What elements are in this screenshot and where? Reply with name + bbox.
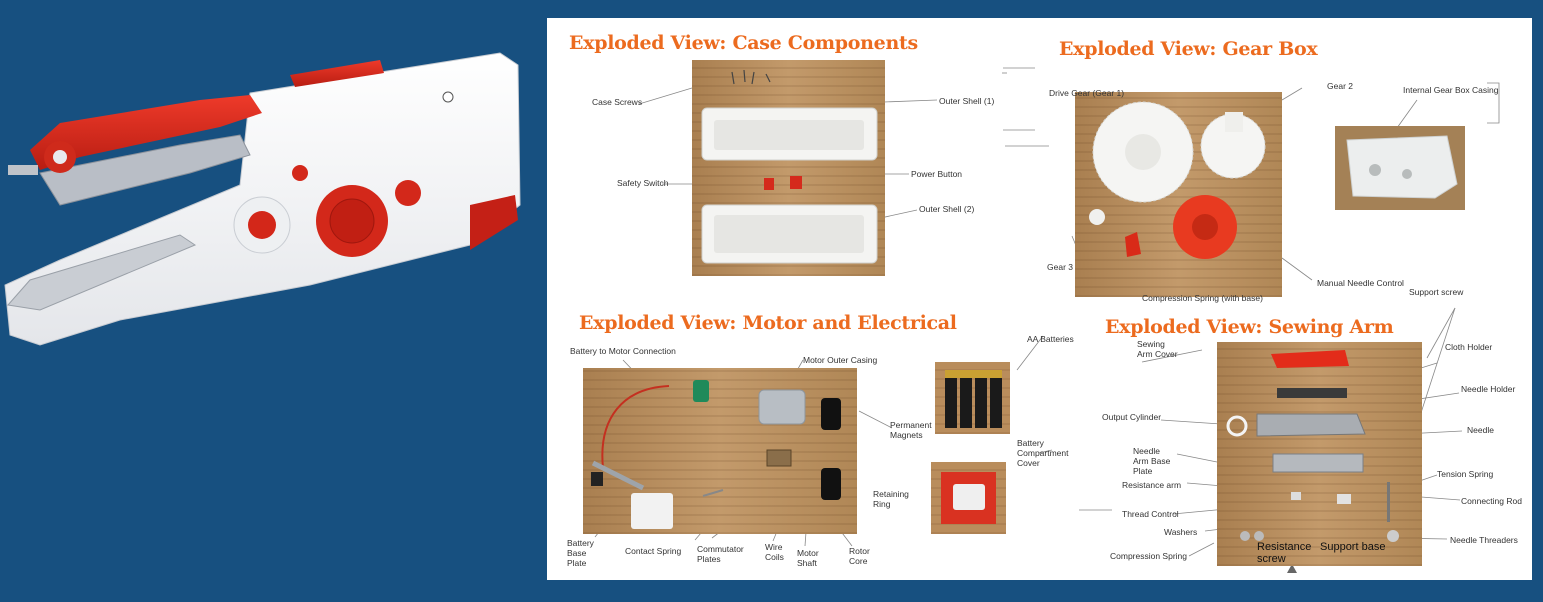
label-gear-2: Gear 2: [1327, 81, 1353, 91]
gear-box-title: Exploded View: Gear Box: [1059, 38, 1318, 60]
label-compression-spring: Compression Spring: [1110, 551, 1188, 561]
label-washers: Washers: [1164, 527, 1198, 537]
label-contact-spring: Contact Spring: [625, 546, 682, 556]
label-aa-batteries: AA Batteries: [1027, 334, 1074, 344]
gear-box-photo: [1075, 92, 1282, 297]
aa-batteries-photo: [935, 362, 1010, 434]
label-motor-shaft: Motor Shaft: [797, 548, 819, 568]
handheld-sewing-machine-image: [0, 45, 530, 350]
label-support-base: Support base: [1320, 541, 1386, 553]
label-cloth-holder: Cloth Holder: [1445, 342, 1493, 352]
sewing-arm-title: Exploded View: Sewing Arm: [1105, 316, 1394, 338]
label-gear-3: Gear 3: [1047, 262, 1073, 272]
label-needle-holder: Needle Holder: [1461, 384, 1516, 394]
label-wire-coils: Wire Coils: [765, 542, 784, 562]
label-outer-shell-2: Outer Shell (2): [919, 204, 975, 214]
label-case-screws: Case Screws: [592, 97, 643, 107]
label-rotor-core: Rotor Core: [849, 546, 870, 566]
label-support-screw: Support screw: [1409, 287, 1464, 297]
label-permanent-magnets: Permanent Magnets: [890, 420, 932, 440]
sewing-arm-photo: [1217, 342, 1422, 566]
label-resistance-arm: Resistance arm: [1122, 480, 1182, 490]
label-drive-gear: Drive Gear (Gear 1): [1049, 88, 1125, 98]
label-battery-base-plate: Battery Base Plate: [567, 538, 594, 568]
label-battery-compartment-cover: Battery Compartment Cover: [1017, 438, 1069, 468]
label-needle-arm-base-plate: Needle Arm Base Plate: [1133, 446, 1171, 476]
label-safety-switch: Safety Switch: [617, 178, 669, 188]
label-thread-control: Thread Control: [1122, 509, 1179, 519]
label-commutator-plates: Commutator Plates: [697, 544, 744, 564]
motor-electrical-title: Exploded View: Motor and Electrical: [579, 312, 957, 334]
label-connecting-rod: Connecting Rod: [1461, 496, 1522, 506]
label-motor-outer-casing: Motor Outer Casing: [803, 355, 878, 365]
case-components-photo: [692, 60, 885, 276]
motor-electrical-photo: [583, 368, 857, 534]
battery-cover-photo: [931, 462, 1006, 534]
label-internal-gear-box-casing: Internal Gear Box Casing: [1403, 85, 1499, 95]
label-battery-to-motor-connection: Battery to Motor Connection: [570, 346, 676, 356]
label-manual-needle-control: Manual Needle Control: [1317, 278, 1404, 288]
label-needle: Needle: [1467, 425, 1494, 435]
exploded-view-sheet: Exploded View: Case Components Case Scre…: [547, 18, 1532, 580]
label-tension-spring: Tension Spring: [1437, 469, 1494, 479]
case-components-title: Exploded View: Case Components: [569, 32, 918, 54]
label-needle-threaders: Needle Threaders: [1450, 535, 1518, 545]
label-compression-spring-base: Compression Spring (with base): [1142, 293, 1263, 303]
label-outer-shell-1: Outer Shell (1): [939, 96, 995, 106]
gear-box-casing-photo: [1335, 126, 1465, 210]
label-sewing-arm-cover: Sewing Arm Cover: [1137, 339, 1178, 359]
label-power-button: Power Button: [911, 169, 963, 179]
label-resistance-screw: Resistance screw: [1257, 541, 1312, 565]
label-output-cylinder: Output Cylinder: [1102, 412, 1162, 422]
label-retaining-ring: Retaining Ring: [873, 489, 909, 509]
